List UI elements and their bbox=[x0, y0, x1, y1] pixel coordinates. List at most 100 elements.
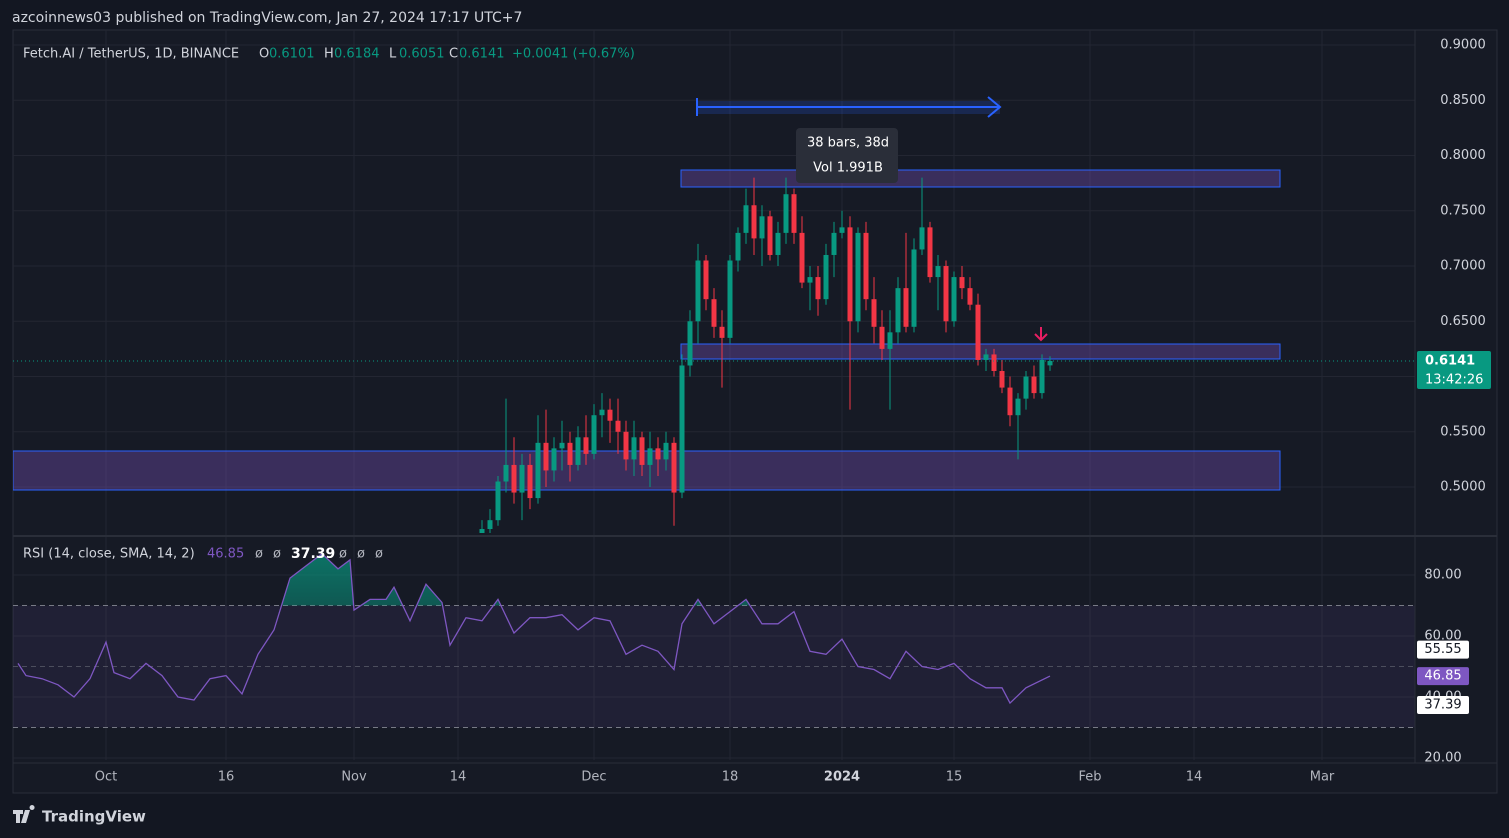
candle-body bbox=[623, 431, 629, 460]
y-tick-label: 0.9000 bbox=[1440, 38, 1486, 53]
candle-body bbox=[559, 442, 565, 449]
rsi-line bbox=[17, 552, 1051, 705]
candle-body bbox=[927, 227, 933, 278]
candle-body bbox=[599, 409, 605, 416]
rsi-tick-label: 60.00 bbox=[1424, 629, 1461, 644]
candle-body bbox=[1007, 387, 1013, 416]
candle-body bbox=[791, 194, 797, 233]
candle-body bbox=[967, 288, 973, 305]
candle-body bbox=[983, 354, 989, 360]
publisher-line: azcoinnews03 published on TradingView.co… bbox=[12, 10, 522, 26]
rsi-legend-value: ø bbox=[255, 547, 263, 562]
x-tick-label: Oct bbox=[95, 770, 117, 785]
candle-body bbox=[823, 254, 829, 300]
candle-body bbox=[903, 288, 909, 327]
candle-body bbox=[991, 354, 997, 372]
ohlc-letter: O bbox=[259, 47, 269, 62]
candle-body bbox=[607, 409, 613, 421]
candle-body bbox=[647, 448, 653, 465]
y-tick-label: 0.8000 bbox=[1440, 148, 1486, 163]
candle-body bbox=[583, 437, 589, 454]
measure-arrowhead bbox=[987, 96, 1002, 118]
chart-frame bbox=[12, 29, 1498, 794]
rsi-tick-label: 80.00 bbox=[1424, 568, 1461, 583]
x-tick-label: 2024 bbox=[824, 770, 860, 785]
ohlc-value: 0.6141 bbox=[459, 47, 505, 62]
candle-body bbox=[495, 481, 501, 521]
rsi-band-fill bbox=[13, 605, 1415, 728]
y-tick-label: 0.8500 bbox=[1440, 93, 1486, 108]
rsi-overbought-fill bbox=[281, 553, 751, 606]
rsi-legend-value: ø bbox=[273, 547, 281, 562]
candle-body bbox=[503, 464, 509, 482]
candle-body bbox=[935, 266, 941, 278]
x-tick-label: Mar bbox=[1310, 770, 1335, 785]
rsi-legend-value: 37.39 bbox=[291, 546, 335, 562]
axis-layer: Oct 16 Nov 14 Dec 18 2024 15 Feb 14 Mar 0.5000 0.550… bbox=[95, 38, 1491, 785]
resistance-zone bbox=[680, 169, 1281, 188]
rsi-axis-value: 37.39 bbox=[1424, 697, 1461, 712]
candle-body bbox=[567, 442, 573, 465]
candle-body bbox=[855, 232, 861, 322]
candle-body bbox=[999, 371, 1005, 388]
y-tick-label: 0.6500 bbox=[1440, 314, 1486, 329]
ohlc-value: 0.6051 bbox=[399, 47, 445, 62]
tradingview-logo bbox=[13, 805, 35, 823]
x-tick-label: Feb bbox=[1078, 770, 1101, 785]
rsi-tick-label: 20.00 bbox=[1424, 750, 1461, 765]
candle-body bbox=[551, 448, 557, 471]
candle-body bbox=[751, 205, 757, 239]
candle-body bbox=[679, 365, 685, 493]
candle-body bbox=[1015, 398, 1021, 416]
x-tick-label: 16 bbox=[218, 770, 235, 785]
candle-body bbox=[1047, 360, 1053, 366]
rsi-axis-badge bbox=[1417, 667, 1469, 686]
ohlc-value: 0.6101 bbox=[269, 47, 315, 62]
price-badge bbox=[1417, 350, 1491, 389]
down-arrow bbox=[1034, 327, 1048, 342]
candle-body bbox=[831, 232, 837, 255]
rsi-legend-value: ø bbox=[339, 547, 347, 562]
candle-body bbox=[879, 326, 885, 349]
candle-body bbox=[663, 442, 669, 460]
candle-body bbox=[895, 288, 901, 333]
rsi-title: RSI (14, close, SMA, 14, 2) bbox=[23, 547, 195, 562]
candle-body bbox=[535, 442, 541, 499]
candle-body bbox=[655, 448, 661, 460]
candle-body bbox=[615, 420, 621, 432]
ohlc-letter: C bbox=[449, 47, 458, 62]
price-badge-countdown: 13:42:26 bbox=[1425, 372, 1483, 387]
ohlc-letter: L bbox=[389, 47, 397, 62]
candle-body bbox=[479, 529, 485, 533]
candle-body bbox=[1031, 376, 1037, 394]
candle-body bbox=[591, 415, 597, 454]
tooltip-volume: Vol 1.991B bbox=[813, 161, 883, 176]
candle-body bbox=[719, 326, 725, 338]
candle-body bbox=[767, 216, 773, 255]
candle-body bbox=[775, 232, 781, 255]
candle-body bbox=[815, 277, 821, 300]
candle-body bbox=[671, 442, 677, 493]
support-zone bbox=[13, 450, 1281, 491]
candle-body bbox=[951, 277, 957, 322]
candle-body bbox=[543, 442, 549, 471]
candle-body bbox=[1023, 376, 1029, 399]
candle-body bbox=[863, 232, 869, 300]
candle-body bbox=[519, 464, 525, 493]
candle-body bbox=[959, 277, 965, 289]
candle-body bbox=[919, 227, 925, 250]
candle-body bbox=[887, 332, 893, 349]
y-tick-label: 0.5000 bbox=[1440, 480, 1486, 495]
candle-body bbox=[839, 227, 845, 233]
y-tick-label: 0.5500 bbox=[1440, 424, 1486, 439]
candle-body bbox=[943, 266, 949, 322]
candle-body bbox=[487, 520, 493, 530]
candle-body bbox=[1039, 359, 1045, 394]
y-tick-label: 0.7000 bbox=[1440, 259, 1486, 274]
candle-body bbox=[847, 227, 853, 322]
candle-body bbox=[527, 464, 533, 499]
rsi-axis-badge bbox=[1417, 640, 1469, 659]
candle-body bbox=[511, 464, 517, 493]
